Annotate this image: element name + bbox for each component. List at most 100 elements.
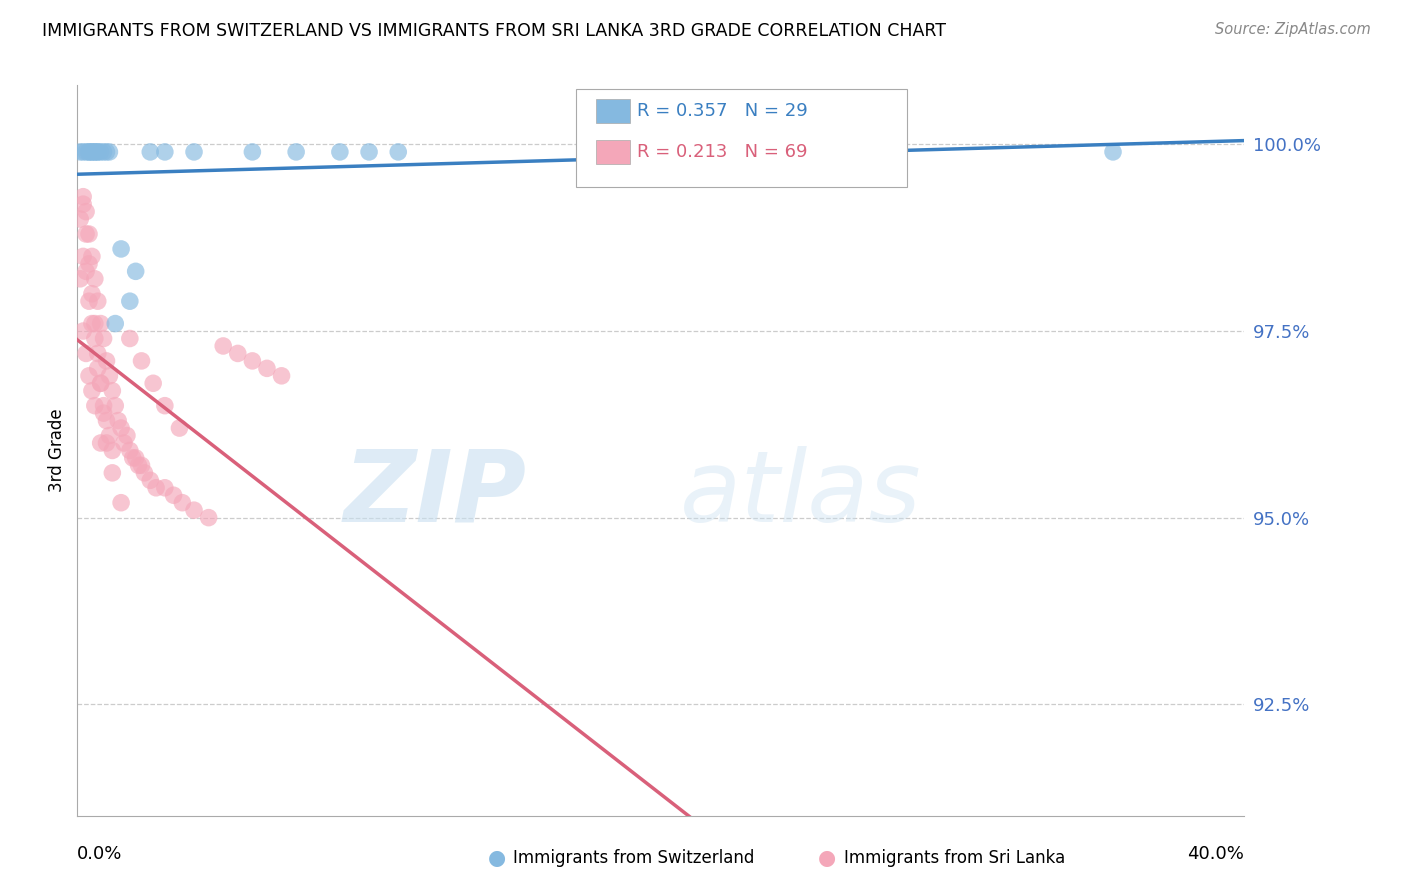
- Point: [77, 294, 100, 309]
- Point: [139, 145, 162, 159]
- Point: [256, 361, 278, 376]
- Point: [90, 145, 112, 159]
- Point: [83, 317, 105, 331]
- Point: [90, 317, 112, 331]
- Point: [112, 436, 135, 450]
- Point: [77, 368, 100, 383]
- Text: ●: ●: [818, 848, 837, 868]
- Text: ZIP: ZIP: [343, 446, 527, 543]
- Point: [115, 428, 138, 442]
- Point: [80, 249, 103, 263]
- Point: [101, 384, 124, 398]
- Point: [75, 264, 97, 278]
- Point: [118, 443, 141, 458]
- Point: [172, 496, 194, 510]
- Point: [131, 354, 153, 368]
- Point: [83, 399, 105, 413]
- Point: [240, 145, 263, 159]
- Point: [110, 242, 132, 256]
- Text: ●: ●: [488, 848, 506, 868]
- Point: [75, 346, 97, 360]
- Point: [87, 145, 110, 159]
- Point: [197, 510, 219, 524]
- Point: [80, 384, 103, 398]
- Point: [83, 145, 105, 159]
- Point: [83, 272, 105, 286]
- Point: [87, 361, 110, 376]
- Point: [87, 145, 110, 159]
- Point: [80, 317, 103, 331]
- Text: IMMIGRANTS FROM SWITZERLAND VS IMMIGRANTS FROM SRI LANKA 3RD GRADE CORRELATION C: IMMIGRANTS FROM SWITZERLAND VS IMMIGRANT…: [42, 22, 946, 40]
- Point: [124, 264, 148, 278]
- Point: [118, 331, 141, 345]
- Point: [75, 227, 97, 241]
- Point: [101, 443, 124, 458]
- Point: [96, 436, 118, 450]
- Text: atlas: atlas: [681, 446, 922, 543]
- Point: [128, 458, 150, 473]
- Text: 0.0%: 0.0%: [77, 846, 122, 863]
- Text: R = 0.357   N = 29: R = 0.357 N = 29: [637, 103, 807, 120]
- Point: [93, 331, 115, 345]
- Point: [90, 436, 112, 450]
- Point: [77, 145, 100, 159]
- Point: [134, 466, 156, 480]
- Point: [98, 428, 121, 442]
- Text: R = 0.213   N = 69: R = 0.213 N = 69: [637, 143, 807, 161]
- Point: [110, 496, 132, 510]
- Point: [101, 466, 124, 480]
- Point: [153, 399, 176, 413]
- Point: [139, 473, 162, 487]
- Point: [183, 503, 205, 517]
- Point: [240, 354, 263, 368]
- Text: Source: ZipAtlas.com: Source: ZipAtlas.com: [1215, 22, 1371, 37]
- Point: [226, 346, 249, 360]
- Point: [153, 481, 176, 495]
- Point: [69, 145, 91, 159]
- Point: [118, 294, 141, 309]
- Point: [104, 317, 127, 331]
- Point: [212, 339, 235, 353]
- Point: [69, 212, 91, 227]
- Point: [96, 354, 118, 368]
- Point: [1102, 145, 1125, 159]
- Point: [87, 294, 110, 309]
- Point: [83, 145, 105, 159]
- Point: [96, 414, 118, 428]
- Point: [72, 190, 94, 204]
- Point: [75, 145, 97, 159]
- Point: [77, 257, 100, 271]
- Point: [107, 414, 129, 428]
- Text: 40.0%: 40.0%: [1188, 846, 1244, 863]
- Y-axis label: 3rd Grade: 3rd Grade: [48, 409, 66, 492]
- Point: [77, 227, 100, 241]
- Point: [93, 145, 115, 159]
- Point: [142, 376, 165, 391]
- Point: [83, 331, 105, 345]
- Point: [110, 421, 132, 435]
- Point: [69, 272, 91, 286]
- Point: [72, 324, 94, 338]
- Point: [98, 145, 121, 159]
- Point: [131, 458, 153, 473]
- Point: [169, 421, 191, 435]
- Point: [270, 368, 292, 383]
- Point: [285, 145, 308, 159]
- Point: [124, 450, 148, 465]
- Point: [72, 197, 94, 211]
- Point: [80, 286, 103, 301]
- Point: [72, 145, 94, 159]
- Point: [96, 145, 118, 159]
- Point: [93, 406, 115, 420]
- Point: [153, 145, 176, 159]
- Point: [75, 204, 97, 219]
- Point: [98, 368, 121, 383]
- Point: [104, 399, 127, 413]
- Point: [80, 145, 103, 159]
- Point: [121, 450, 143, 465]
- Text: Immigrants from Switzerland: Immigrants from Switzerland: [513, 849, 755, 867]
- Point: [357, 145, 380, 159]
- Point: [87, 346, 110, 360]
- Point: [387, 145, 409, 159]
- Text: Immigrants from Sri Lanka: Immigrants from Sri Lanka: [844, 849, 1064, 867]
